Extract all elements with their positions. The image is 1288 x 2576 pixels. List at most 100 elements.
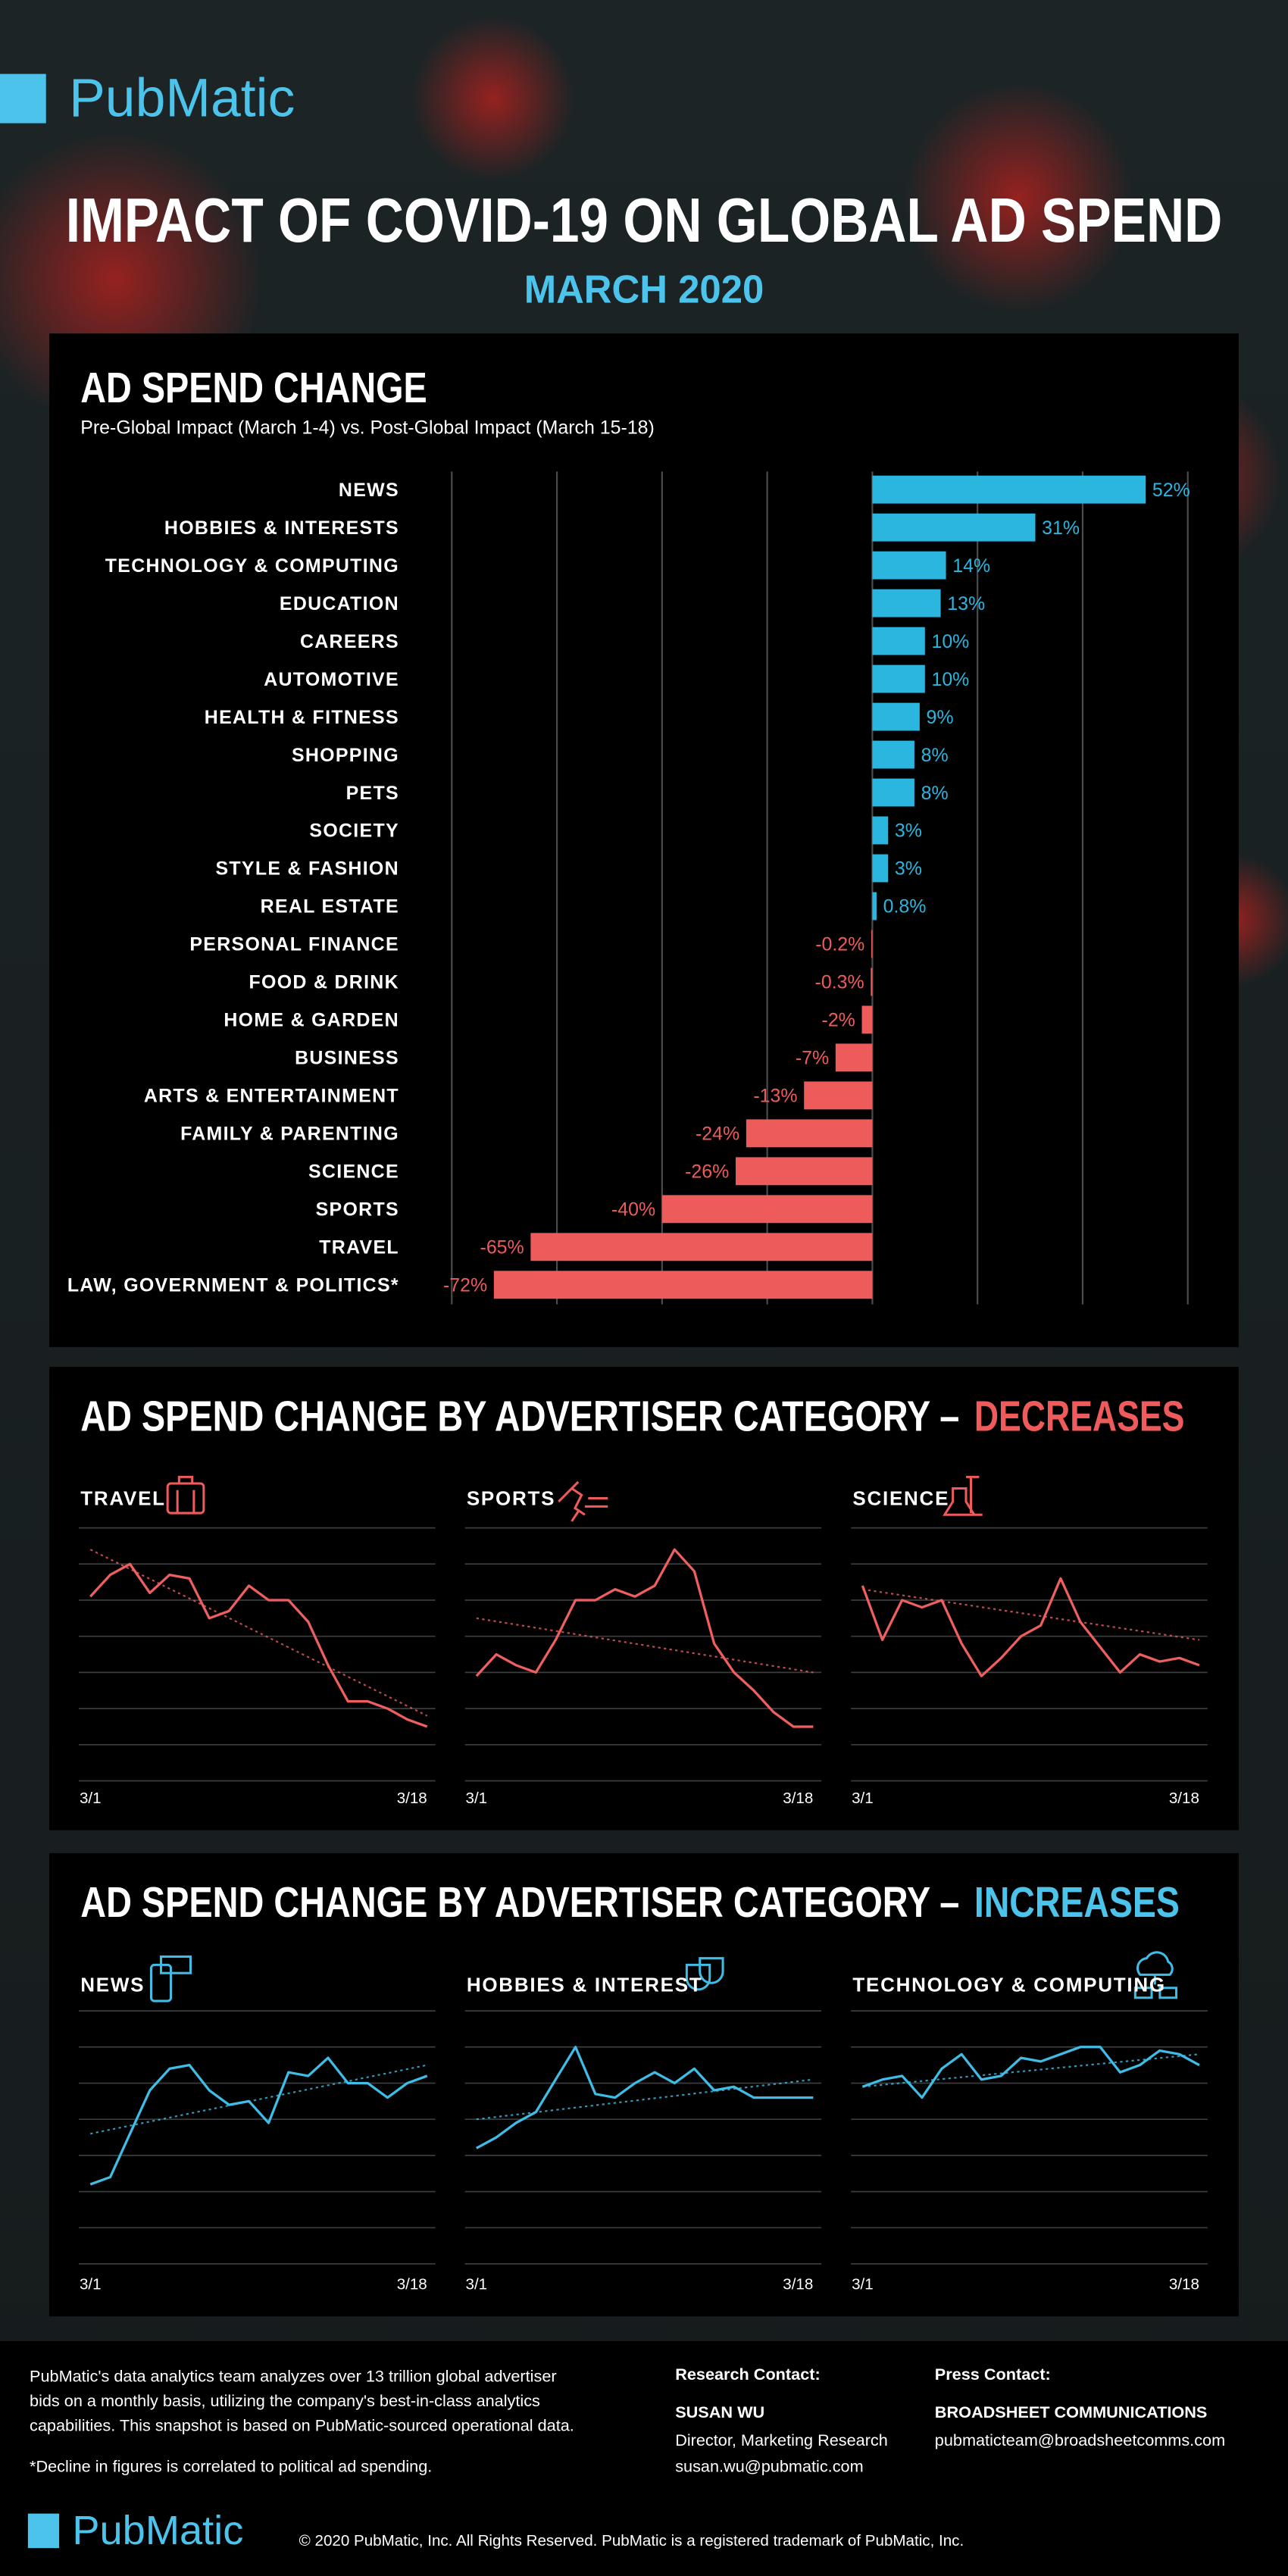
small-chart-title: SPORTS bbox=[467, 1487, 555, 1510]
data-line bbox=[861, 1577, 1200, 1677]
small-chart-title: NEWS bbox=[80, 1973, 145, 1996]
category-label: SCIENCE bbox=[308, 1161, 399, 1183]
x-tick-label: 3/18 bbox=[397, 2276, 427, 2293]
contact-role: Director, Marketing Research bbox=[675, 2431, 888, 2449]
bar bbox=[804, 1081, 873, 1110]
value-label: 8% bbox=[921, 745, 949, 766]
category-label: HOME & GARDEN bbox=[224, 1010, 399, 1031]
section-title: AD SPEND CHANGE BY ADVERTISER CATEGORY – bbox=[80, 1392, 959, 1440]
value-label: -72% bbox=[443, 1275, 487, 1296]
category-label: NEWS bbox=[339, 480, 399, 501]
value-label: 3% bbox=[895, 821, 922, 842]
icon bbox=[166, 1475, 983, 1522]
bar bbox=[872, 664, 925, 693]
value-label: 8% bbox=[921, 783, 949, 804]
x-tick-label: 3/1 bbox=[466, 1790, 488, 1807]
bar bbox=[861, 1005, 873, 1034]
bar bbox=[746, 1119, 873, 1148]
data-line bbox=[89, 1562, 428, 1728]
footer-note: *Decline in figures is correlated to pol… bbox=[30, 2457, 432, 2476]
icon bbox=[149, 1951, 1178, 2002]
bar bbox=[735, 1157, 873, 1186]
value-label: -2% bbox=[822, 1010, 855, 1031]
category-label: CAREERS bbox=[300, 631, 399, 652]
category-label: FOOD & DRINK bbox=[249, 972, 399, 993]
logo: PubMatic bbox=[69, 67, 295, 128]
bar bbox=[661, 1195, 873, 1224]
bar bbox=[872, 551, 946, 580]
value-label: -7% bbox=[796, 1048, 829, 1069]
category-label: PERSONAL FINANCE bbox=[189, 934, 399, 955]
value-label: -65% bbox=[480, 1237, 524, 1258]
x-tick-label: 3/18 bbox=[1169, 1790, 1199, 1807]
x-tick-label: 3/18 bbox=[397, 1790, 427, 1807]
small-chart-title: SCIENCE bbox=[852, 1487, 949, 1510]
contact-email: susan.wu@pubmatic.com bbox=[675, 2457, 863, 2476]
value-label: 9% bbox=[927, 707, 954, 728]
footer-description: bids on a monthly basis, utilizing the c… bbox=[30, 2391, 540, 2410]
category-label: HOBBIES & INTERESTS bbox=[164, 517, 399, 539]
logo-mark bbox=[0, 73, 46, 123]
value-label: -26% bbox=[685, 1161, 729, 1183]
section-highlight: DECREASES bbox=[974, 1392, 1185, 1440]
category-label: TRAVEL bbox=[319, 1237, 399, 1258]
contact-heading: Research Contact: bbox=[675, 2365, 820, 2384]
contact-email: pubmaticteam@broadsheetcomms.com bbox=[935, 2431, 1225, 2449]
footer-description: PubMatic's data analytics team analyzes … bbox=[30, 2366, 557, 2385]
bar bbox=[872, 892, 877, 921]
trend-line bbox=[862, 2053, 1200, 2088]
category-label: AUTOMOTIVE bbox=[264, 669, 399, 690]
category-label: PETS bbox=[346, 783, 399, 804]
value-label: -0.2% bbox=[815, 934, 864, 955]
page-title: IMPACT OF COVID-19 ON GLOBAL AD SPEND bbox=[66, 186, 1223, 255]
bar bbox=[872, 589, 941, 617]
value-label: 10% bbox=[931, 669, 969, 690]
data-line bbox=[89, 2056, 428, 2186]
category-label: ARTS & ENTERTAINMENT bbox=[144, 1086, 399, 1107]
category-label: LAW, GOVERNMENT & POLITICS* bbox=[67, 1275, 399, 1296]
x-tick-label: 3/1 bbox=[852, 2276, 874, 2293]
value-label: -13% bbox=[753, 1086, 797, 1107]
value-label: 14% bbox=[952, 555, 990, 577]
bar bbox=[872, 778, 914, 807]
category-label: TECHNOLOGY & COMPUTING bbox=[105, 555, 399, 577]
bar bbox=[530, 1233, 873, 1261]
bar bbox=[835, 1043, 873, 1072]
x-tick-label: 3/1 bbox=[466, 2276, 488, 2293]
section-highlight: INCREASES bbox=[974, 1878, 1180, 1926]
bar bbox=[871, 930, 873, 958]
bar bbox=[872, 627, 925, 655]
bar bbox=[872, 513, 1036, 542]
small-chart-title: HOBBIES & INTEREST bbox=[467, 1973, 703, 1996]
bar bbox=[872, 702, 920, 731]
trend-line bbox=[476, 2078, 814, 2121]
bar bbox=[493, 1271, 873, 1299]
bar bbox=[872, 740, 914, 769]
bar bbox=[872, 475, 1146, 504]
category-label: EDUCATION bbox=[280, 593, 399, 614]
chart-title: AD SPEND CHANGE bbox=[80, 364, 427, 411]
category-label: REAL ESTATE bbox=[261, 896, 399, 918]
chart-subtitle: Pre-Global Impact (March 1-4) vs. Post-G… bbox=[80, 417, 655, 439]
x-tick-label: 3/1 bbox=[852, 1790, 874, 1807]
value-label: 31% bbox=[1042, 517, 1080, 539]
bar bbox=[871, 968, 873, 996]
small-chart-title: TECHNOLOGY & COMPUTING bbox=[852, 1973, 1165, 1996]
bar bbox=[872, 816, 889, 845]
value-label: 3% bbox=[895, 858, 922, 880]
data-line bbox=[476, 2046, 814, 2149]
category-label: SHOPPING bbox=[292, 745, 399, 766]
value-label: 10% bbox=[931, 631, 969, 652]
data-line bbox=[861, 2046, 1200, 2099]
footer-description: capabilities. This snapshot is based on … bbox=[30, 2415, 574, 2434]
value-label: -0.3% bbox=[815, 972, 864, 993]
trend-line bbox=[862, 1588, 1200, 1641]
logo-mark bbox=[27, 2513, 60, 2549]
x-tick-label: 3/18 bbox=[783, 2276, 813, 2293]
bar bbox=[872, 854, 889, 883]
small-chart-title: TRAVEL bbox=[80, 1487, 166, 1510]
data-line bbox=[475, 1548, 814, 1728]
category-label: HEALTH & FITNESS bbox=[205, 707, 399, 728]
category-label: STYLE & FASHION bbox=[215, 858, 399, 880]
